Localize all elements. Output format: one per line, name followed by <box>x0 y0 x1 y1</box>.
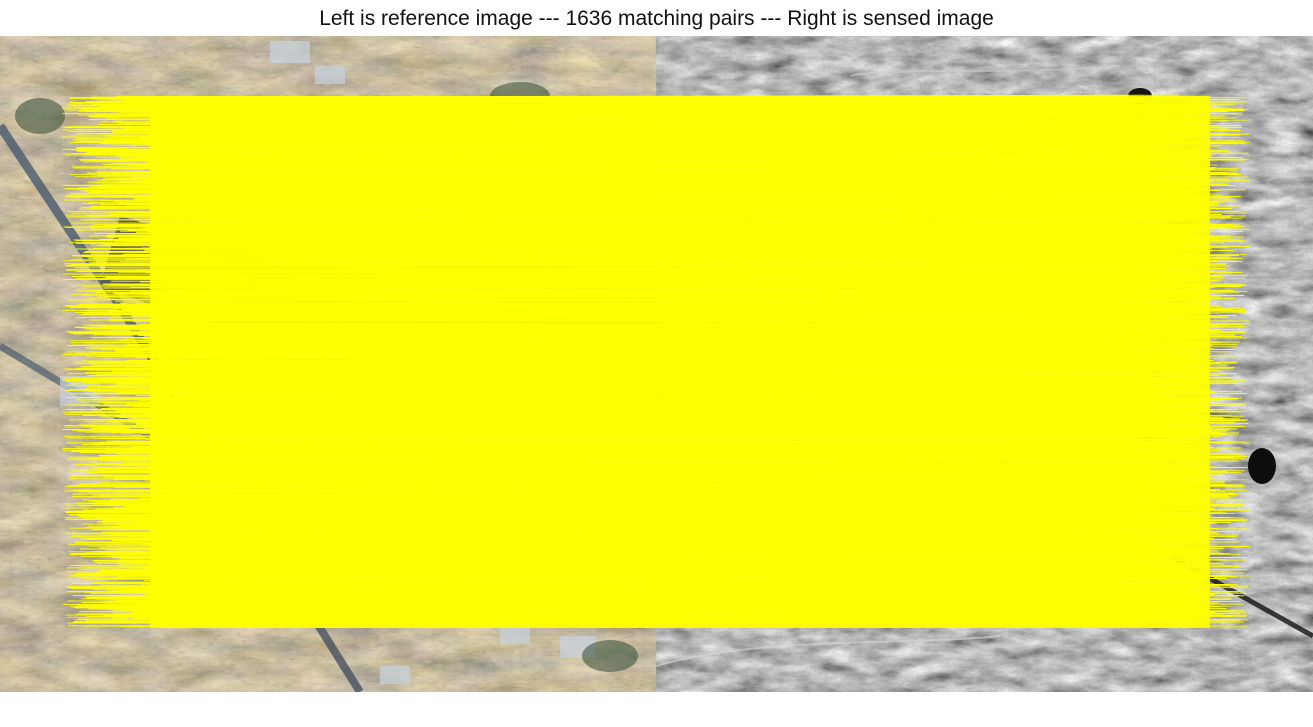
figure-title: Left is reference image --- 1636 matchin… <box>0 6 1313 32</box>
matching-lines-core <box>150 96 1210 628</box>
figure-canvas <box>0 36 1313 692</box>
